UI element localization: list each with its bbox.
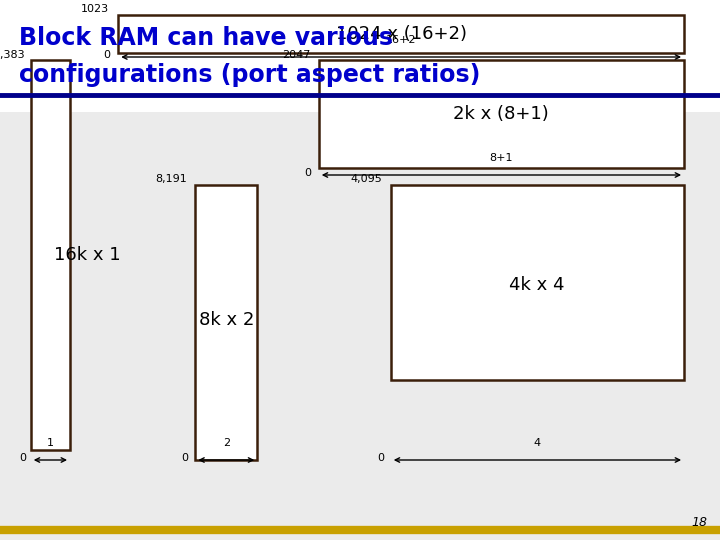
Text: Block RAM can have various: Block RAM can have various (19, 26, 392, 50)
Text: 2k x (8+1): 2k x (8+1) (453, 105, 549, 123)
Text: 1023: 1023 (81, 4, 109, 14)
Text: 8+1: 8+1 (490, 153, 513, 163)
Text: 2: 2 (222, 438, 230, 448)
Text: 2047: 2047 (282, 50, 310, 60)
Text: 0: 0 (181, 453, 188, 463)
Text: 4: 4 (534, 438, 541, 448)
Text: 0: 0 (378, 453, 384, 463)
Text: 4k x 4: 4k x 4 (509, 276, 564, 294)
Text: 4,095: 4,095 (351, 174, 382, 184)
Text: 1: 1 (47, 438, 54, 448)
Text: 0: 0 (19, 453, 27, 463)
Bar (195, 185, 257, 460)
Text: 16,383: 16,383 (0, 50, 26, 60)
Bar (31, 60, 70, 450)
Text: configurations (port aspect ratios): configurations (port aspect ratios) (19, 63, 480, 87)
Text: 8k x 2: 8k x 2 (199, 311, 254, 329)
Text: 1024 x (16+2): 1024 x (16+2) (336, 25, 467, 43)
Text: 16k x 1: 16k x 1 (54, 246, 121, 264)
Text: 0: 0 (305, 168, 312, 178)
Text: 8,191: 8,191 (156, 174, 187, 184)
Bar (0, 0, 720, 112)
Text: 18: 18 (692, 516, 708, 529)
Bar (118, 15, 684, 53)
Bar (391, 185, 684, 380)
Text: 0: 0 (103, 50, 110, 60)
Bar (319, 60, 684, 168)
Text: 16+2: 16+2 (386, 35, 416, 45)
